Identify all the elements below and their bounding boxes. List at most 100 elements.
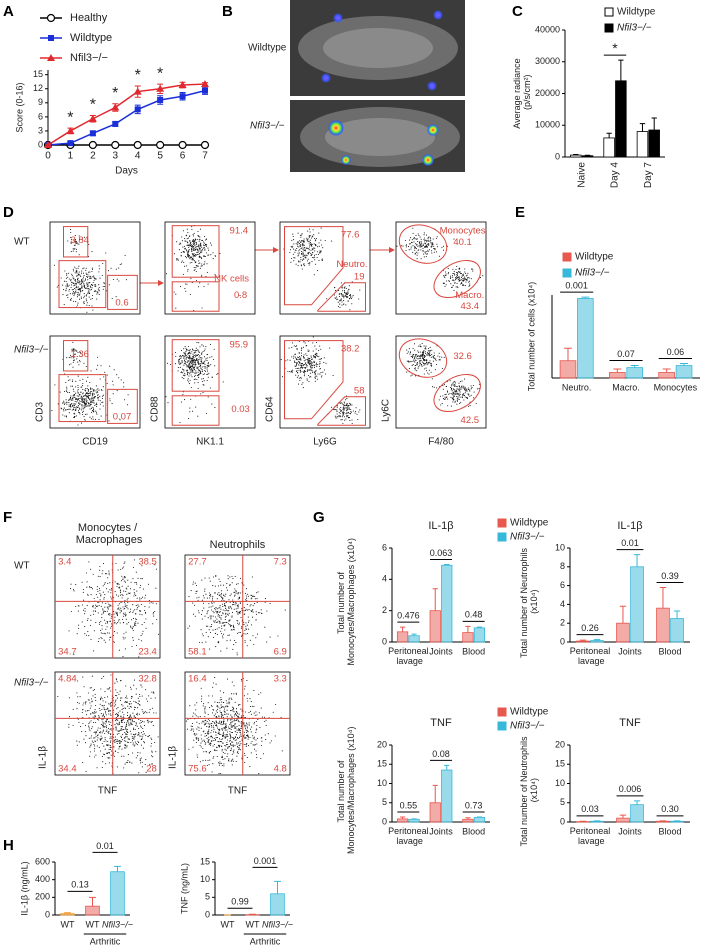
event-dot	[315, 372, 316, 373]
y-tick-label: 10	[200, 874, 210, 884]
event-dot	[292, 372, 293, 373]
event-dot	[204, 249, 205, 250]
event-dot	[182, 260, 183, 261]
event-dot	[417, 362, 418, 363]
event-dot	[85, 735, 86, 736]
event-dot	[89, 291, 90, 292]
event-dot	[211, 705, 212, 706]
event-dot	[319, 246, 320, 247]
event-dot	[200, 252, 201, 253]
event-dot	[202, 610, 203, 611]
event-dot	[423, 239, 424, 240]
event-dot	[119, 743, 120, 744]
event-dot	[65, 382, 66, 383]
event-dot	[73, 289, 74, 290]
event-dot	[427, 355, 428, 356]
event-dot	[298, 242, 299, 243]
event-dot	[198, 245, 199, 246]
event-dot	[73, 725, 74, 726]
event-dot	[190, 365, 191, 366]
event-dot	[202, 760, 203, 761]
event-dot	[126, 594, 127, 595]
event-dot	[181, 236, 182, 237]
event-dot	[105, 252, 106, 253]
event-dot	[91, 418, 92, 419]
event-dot	[124, 747, 125, 748]
event-dot	[79, 394, 80, 395]
event-dot	[133, 610, 134, 611]
event-dot	[102, 602, 103, 603]
event-dot	[108, 745, 109, 746]
event-dot	[460, 280, 461, 281]
event-dot	[137, 598, 138, 599]
error-bar	[663, 369, 671, 372]
event-dot	[238, 624, 239, 625]
event-dot	[192, 366, 193, 367]
event-dot	[123, 716, 124, 717]
event-dot	[428, 251, 429, 252]
legend-label: Nfil3−/−	[70, 52, 108, 64]
event-dot	[69, 379, 70, 380]
event-dot	[246, 737, 247, 738]
event-dot	[309, 245, 310, 246]
event-dot	[216, 619, 217, 620]
event-dot	[85, 702, 86, 703]
event-dot	[234, 592, 235, 593]
event-dot	[75, 301, 76, 302]
event-dot	[252, 610, 253, 611]
event-dot	[118, 584, 119, 585]
event-dot	[84, 287, 85, 288]
event-dot	[343, 294, 344, 295]
event-dot	[247, 604, 248, 605]
x-tick-label: Peritoneal lavage	[570, 826, 611, 846]
event-dot	[220, 622, 221, 623]
event-dot	[114, 642, 115, 643]
event-dot	[179, 422, 180, 423]
event-dot	[349, 409, 350, 410]
event-dot	[439, 353, 440, 354]
event-dot	[126, 724, 127, 725]
event-dot	[70, 299, 71, 300]
p-value: 0.55	[400, 800, 418, 810]
event-dot	[123, 633, 124, 634]
event-dot	[346, 407, 347, 408]
event-dot	[188, 247, 189, 248]
event-dot	[79, 703, 80, 704]
event-dot	[424, 359, 425, 360]
event-dot	[99, 732, 100, 733]
event-dot	[83, 277, 84, 278]
event-dot	[120, 569, 121, 570]
event-dot	[335, 417, 336, 418]
event-dot	[189, 373, 190, 374]
event-dot	[103, 723, 104, 724]
event-dot	[89, 272, 90, 273]
event-dot	[316, 376, 317, 377]
event-dot	[101, 713, 102, 714]
event-dot	[122, 720, 123, 721]
event-dot	[54, 384, 55, 385]
event-dot	[190, 362, 191, 363]
event-dot	[211, 624, 212, 625]
event-dot	[427, 352, 428, 353]
event-dot	[141, 745, 142, 746]
event-dot	[93, 713, 94, 714]
event-dot	[196, 348, 197, 349]
event-dot	[316, 370, 317, 371]
event-dot	[117, 614, 118, 615]
event-dot	[65, 290, 66, 291]
event-dot	[444, 384, 445, 385]
event-dot	[253, 644, 254, 645]
event-dot	[312, 257, 313, 258]
event-dot	[294, 257, 295, 258]
event-dot	[193, 256, 194, 257]
event-dot	[93, 614, 94, 615]
event-dot	[78, 292, 79, 293]
event-dot	[298, 357, 299, 358]
event-dot	[457, 388, 458, 389]
event-dot	[130, 592, 131, 593]
event-dot	[444, 399, 445, 400]
event-dot	[291, 347, 292, 348]
event-dot	[94, 277, 95, 278]
y-tick-label: 0	[382, 636, 387, 646]
event-dot	[251, 741, 252, 742]
